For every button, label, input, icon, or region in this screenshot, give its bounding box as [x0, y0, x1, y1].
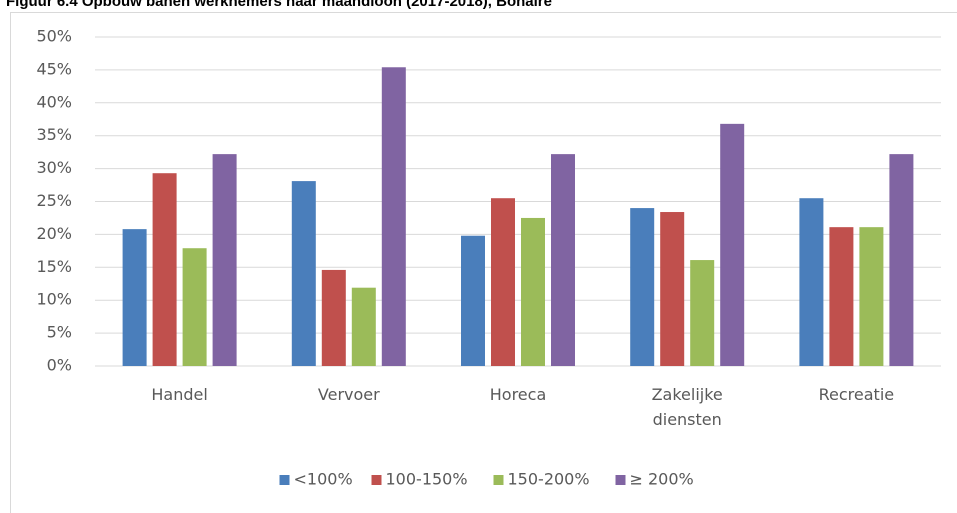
bar	[291, 181, 316, 366]
bar	[630, 208, 655, 366]
bar	[829, 227, 854, 366]
bar	[461, 235, 485, 366]
chart-border	[10, 12, 957, 513]
bar	[182, 248, 207, 366]
legend-label: ≥ 200%	[630, 470, 694, 489]
bar	[889, 154, 914, 366]
x-tick-label: Recreatie	[818, 385, 895, 404]
x-tick-label: Horeca	[489, 385, 547, 404]
legend-swatch	[493, 475, 504, 485]
y-tick-label: 45%	[36, 59, 72, 78]
legend-label: <100%	[294, 470, 353, 489]
y-tick-label: 50%	[36, 27, 72, 46]
chart-title: Figuur 6.4 Opbouw banen werknemers naar …	[6, 0, 552, 10]
bar	[551, 154, 575, 366]
bar	[799, 198, 824, 366]
y-tick-label: 10%	[36, 290, 72, 309]
y-tick-label: 30%	[36, 158, 72, 177]
legend-swatch	[279, 475, 290, 485]
y-tick-label: 25%	[36, 191, 72, 210]
x-tick-label: Zakelijke diensten	[651, 385, 723, 429]
legend-swatch	[615, 475, 626, 485]
y-tick-label: 35%	[36, 125, 72, 144]
bar	[690, 260, 715, 366]
bar	[859, 227, 884, 366]
x-tick-label: Vervoer	[317, 385, 380, 404]
bar	[521, 217, 545, 366]
bar	[122, 229, 147, 366]
y-tick-label: 40%	[36, 92, 72, 111]
bar	[321, 269, 346, 366]
bar	[660, 212, 685, 366]
legend-swatch	[371, 475, 382, 485]
x-tick-label: Handel	[151, 385, 208, 404]
y-tick-label: 0%	[47, 356, 72, 375]
bar	[491, 198, 515, 366]
bar	[212, 154, 237, 366]
bar	[381, 67, 406, 366]
legend-label: 150-200%	[508, 470, 590, 489]
bar	[152, 173, 177, 366]
y-tick-label: 15%	[36, 257, 72, 276]
y-tick-label: 5%	[47, 323, 72, 342]
bar	[351, 287, 376, 366]
y-tick-label: 20%	[36, 224, 72, 243]
bar	[720, 123, 745, 366]
legend-label: 100-150%	[386, 470, 468, 489]
